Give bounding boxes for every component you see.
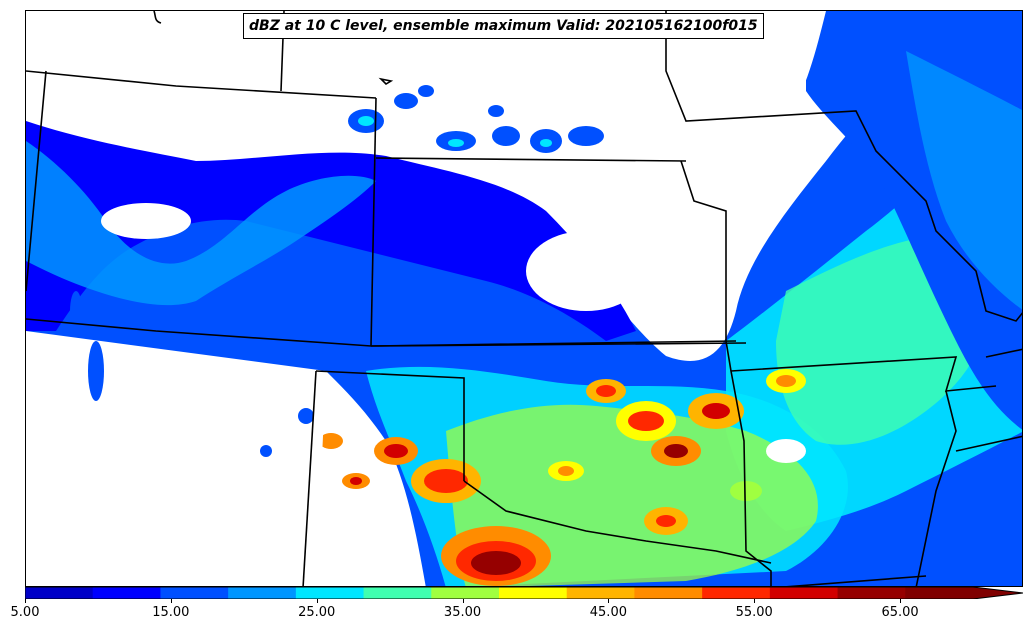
scattered-cells-north xyxy=(348,85,604,153)
colorbar-tick-label: 65.00 xyxy=(881,605,919,620)
colorbar-tick-mark xyxy=(316,599,318,603)
colorbar-tick-label: 45.00 xyxy=(589,605,627,620)
colorbar-segment xyxy=(702,587,771,599)
colorbar-tick-mark xyxy=(462,599,464,603)
colorbar-segment xyxy=(160,587,229,599)
colorbar-segment xyxy=(566,587,635,599)
colorbar-extend-arrow xyxy=(973,587,1023,599)
scattered-cells-west xyxy=(70,291,314,457)
scattered-cells-north-cyan xyxy=(358,116,552,147)
colorbar-tick-label: 15.00 xyxy=(152,605,190,620)
echo-region-light-northwest xyxy=(26,141,376,306)
colorbar-segment xyxy=(837,587,906,599)
colorbar-segment xyxy=(92,587,161,599)
colorbar-segment xyxy=(905,587,974,599)
colorbar-segment xyxy=(431,587,500,599)
map-title: dBZ at 10 C level, ensemble maximum Vali… xyxy=(243,13,764,39)
colorbar-segment xyxy=(228,587,297,599)
colorbar xyxy=(25,587,1023,599)
colorbar-segment xyxy=(25,587,94,599)
echo-region-northeast-light xyxy=(906,51,1022,310)
reflectivity-map xyxy=(26,11,1022,586)
map-panel xyxy=(25,10,1023,587)
colorbar-tick-label: 35.00 xyxy=(443,605,482,620)
colorbar-segment xyxy=(634,587,703,599)
colorbar-tick-label: 25.00 xyxy=(298,605,336,620)
colorbar-segment xyxy=(769,587,839,599)
state-boundaries xyxy=(26,11,1022,586)
colorbar-tick-mark xyxy=(170,599,172,603)
colorbar-outline xyxy=(25,587,1023,599)
colorbar-tick-mark xyxy=(608,599,610,603)
colorbar-tick-mark xyxy=(900,599,902,603)
reflectivity-field xyxy=(26,11,1022,586)
colorbar-tick-label: 5.00 xyxy=(10,605,40,620)
colorbar-tick-mark xyxy=(25,599,26,603)
echo-region-north-plains xyxy=(26,121,636,341)
colorbar-tick-label: 55.00 xyxy=(735,605,773,620)
colorbar-segment xyxy=(499,587,568,599)
colorbar-segment xyxy=(295,587,365,599)
colorbar-segment xyxy=(363,587,432,599)
intense-cells xyxy=(288,369,806,586)
colorbar-tick-mark xyxy=(754,599,756,603)
